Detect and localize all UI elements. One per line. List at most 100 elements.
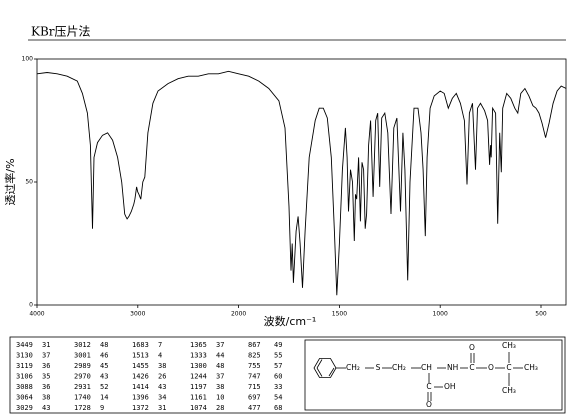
structure-group: O [426,400,432,409]
peak-transmittance: 54 [274,394,282,402]
peak-wavenumber: 3106 [16,373,33,381]
structure-group: CH₂ [392,363,406,372]
peak-wavenumber: 2931 [74,383,91,391]
peak-wavenumber: 3449 [16,341,33,349]
peak-transmittance: 37 [216,373,224,381]
peak-wavenumber: 1683 [132,341,149,349]
peak-transmittance: 45 [100,362,108,370]
x-tick-label: 1000 [433,311,448,318]
peak-transmittance: 49 [274,341,282,349]
peak-wavenumber: 1244 [190,373,207,381]
peak-transmittance: 35 [42,373,50,381]
peak-transmittance: 34 [158,394,166,402]
structure-group: S [376,363,381,372]
peak-transmittance: 52 [100,383,108,391]
peak-transmittance: 55 [274,352,282,360]
peak-transmittance: 26 [158,373,166,381]
peak-wavenumber: 3001 [74,352,91,360]
peak-transmittance: 9 [100,404,104,412]
structure-group: OH [444,382,456,391]
table-frame [9,336,566,414]
peak-wavenumber: 715 [248,383,261,391]
peak-wavenumber: 3064 [16,394,33,402]
peak-wavenumber: 2989 [74,362,91,370]
x-tick-label: 500 [535,311,547,318]
structure-group: C [426,382,431,391]
peak-transmittance: 33 [274,383,282,391]
peak-transmittance: 68 [274,404,282,412]
peak-wavenumber: 1740 [74,394,91,402]
x-tick-label: 4000 [29,311,44,318]
peak-wavenumber: 2970 [74,373,91,381]
peak-transmittance: 38 [42,394,50,402]
structure-group: CH₃ [502,386,516,395]
peak-transmittance: 36 [42,383,50,391]
peak-transmittance: 10 [216,394,224,402]
peak-transmittance: 4 [158,352,162,360]
peak-wavenumber: 1455 [132,362,149,370]
peak-transmittance: 31 [158,404,166,412]
peak-wavenumber: 3088 [16,383,33,391]
structure-bonds [313,352,523,401]
peak-wavenumber: 1372 [132,404,149,412]
peak-transmittance: 43 [100,373,108,381]
peak-wavenumber: 3130 [16,352,33,360]
peak-wavenumber: 3012 [74,341,91,349]
peak-wavenumber: 1396 [132,394,149,402]
peak-transmittance: 28 [216,404,224,412]
peak-wavenumber: 1513 [132,352,149,360]
peak-transmittance: 43 [42,404,50,412]
peak-wavenumber: 1074 [190,404,207,412]
peak-wavenumber: 697 [248,394,261,402]
peak-wavenumber: 825 [248,352,261,360]
peak-transmittance: 38 [158,362,166,370]
peak-transmittance: 36 [42,362,50,370]
peak-wavenumber: 1161 [190,394,207,402]
structure-frame [304,339,563,411]
chart-title: KBr压片法 [31,25,91,39]
peak-transmittance: 48 [100,341,108,349]
peak-transmittance: 43 [158,383,166,391]
peak-wavenumber: 1300 [190,362,207,370]
peak-wavenumber: 3029 [16,404,33,412]
peak-transmittance: 60 [274,373,282,381]
peak-transmittance: 46 [100,352,108,360]
peak-transmittance: 38 [216,383,224,391]
structure-group: CH₂ [346,363,360,372]
structure-group: O [469,343,475,352]
x-tick-label: 3000 [130,311,145,318]
peak-wavenumber: 1426 [132,373,149,381]
peak-wavenumber: 3119 [16,362,33,370]
peak-wavenumber: 1333 [190,352,207,360]
peak-transmittance: 7 [158,341,162,349]
peak-transmittance: 44 [216,352,224,360]
peak-wavenumber: 747 [248,373,261,381]
peak-transmittance: 37 [216,341,224,349]
y-tick-label: 100 [22,56,34,63]
peak-wavenumber: 867 [248,341,261,349]
structure-group: C [506,363,511,372]
spectrum-line [36,70,567,296]
peak-wavenumber: 1414 [132,383,149,391]
y-tick-label: 0 [29,302,33,309]
peak-wavenumber: 755 [248,362,261,370]
peak-wavenumber: 1365 [190,341,207,349]
peak-transmittance: 57 [274,362,282,370]
structure-group: NH [447,363,458,372]
x-tick-label: 2000 [231,311,246,318]
structure-group: C [469,363,474,372]
peak-wavenumber: 1728 [74,404,91,412]
structure-group: CH₃ [524,363,538,372]
structure-group: CH [421,363,432,372]
peak-transmittance: 14 [100,394,108,402]
x-tick-label: 1500 [332,311,347,318]
y-axis-label: 透过率/% [3,158,17,205]
peak-wavenumber: 477 [248,404,261,412]
peak-transmittance: 31 [42,341,50,349]
peak-transmittance: 37 [42,352,50,360]
y-tick-label: 50 [25,179,33,186]
structure-group: O [488,363,494,372]
peak-wavenumber: 1197 [190,383,207,391]
structure-group: CH₃ [502,341,516,350]
